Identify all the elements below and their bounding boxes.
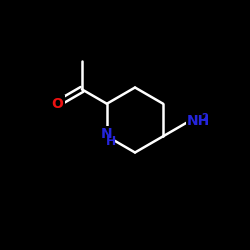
- Text: N: N: [101, 127, 113, 141]
- Text: NH: NH: [187, 114, 210, 128]
- Text: O: O: [51, 97, 63, 111]
- Text: H: H: [106, 135, 116, 148]
- Text: 2: 2: [201, 112, 208, 123]
